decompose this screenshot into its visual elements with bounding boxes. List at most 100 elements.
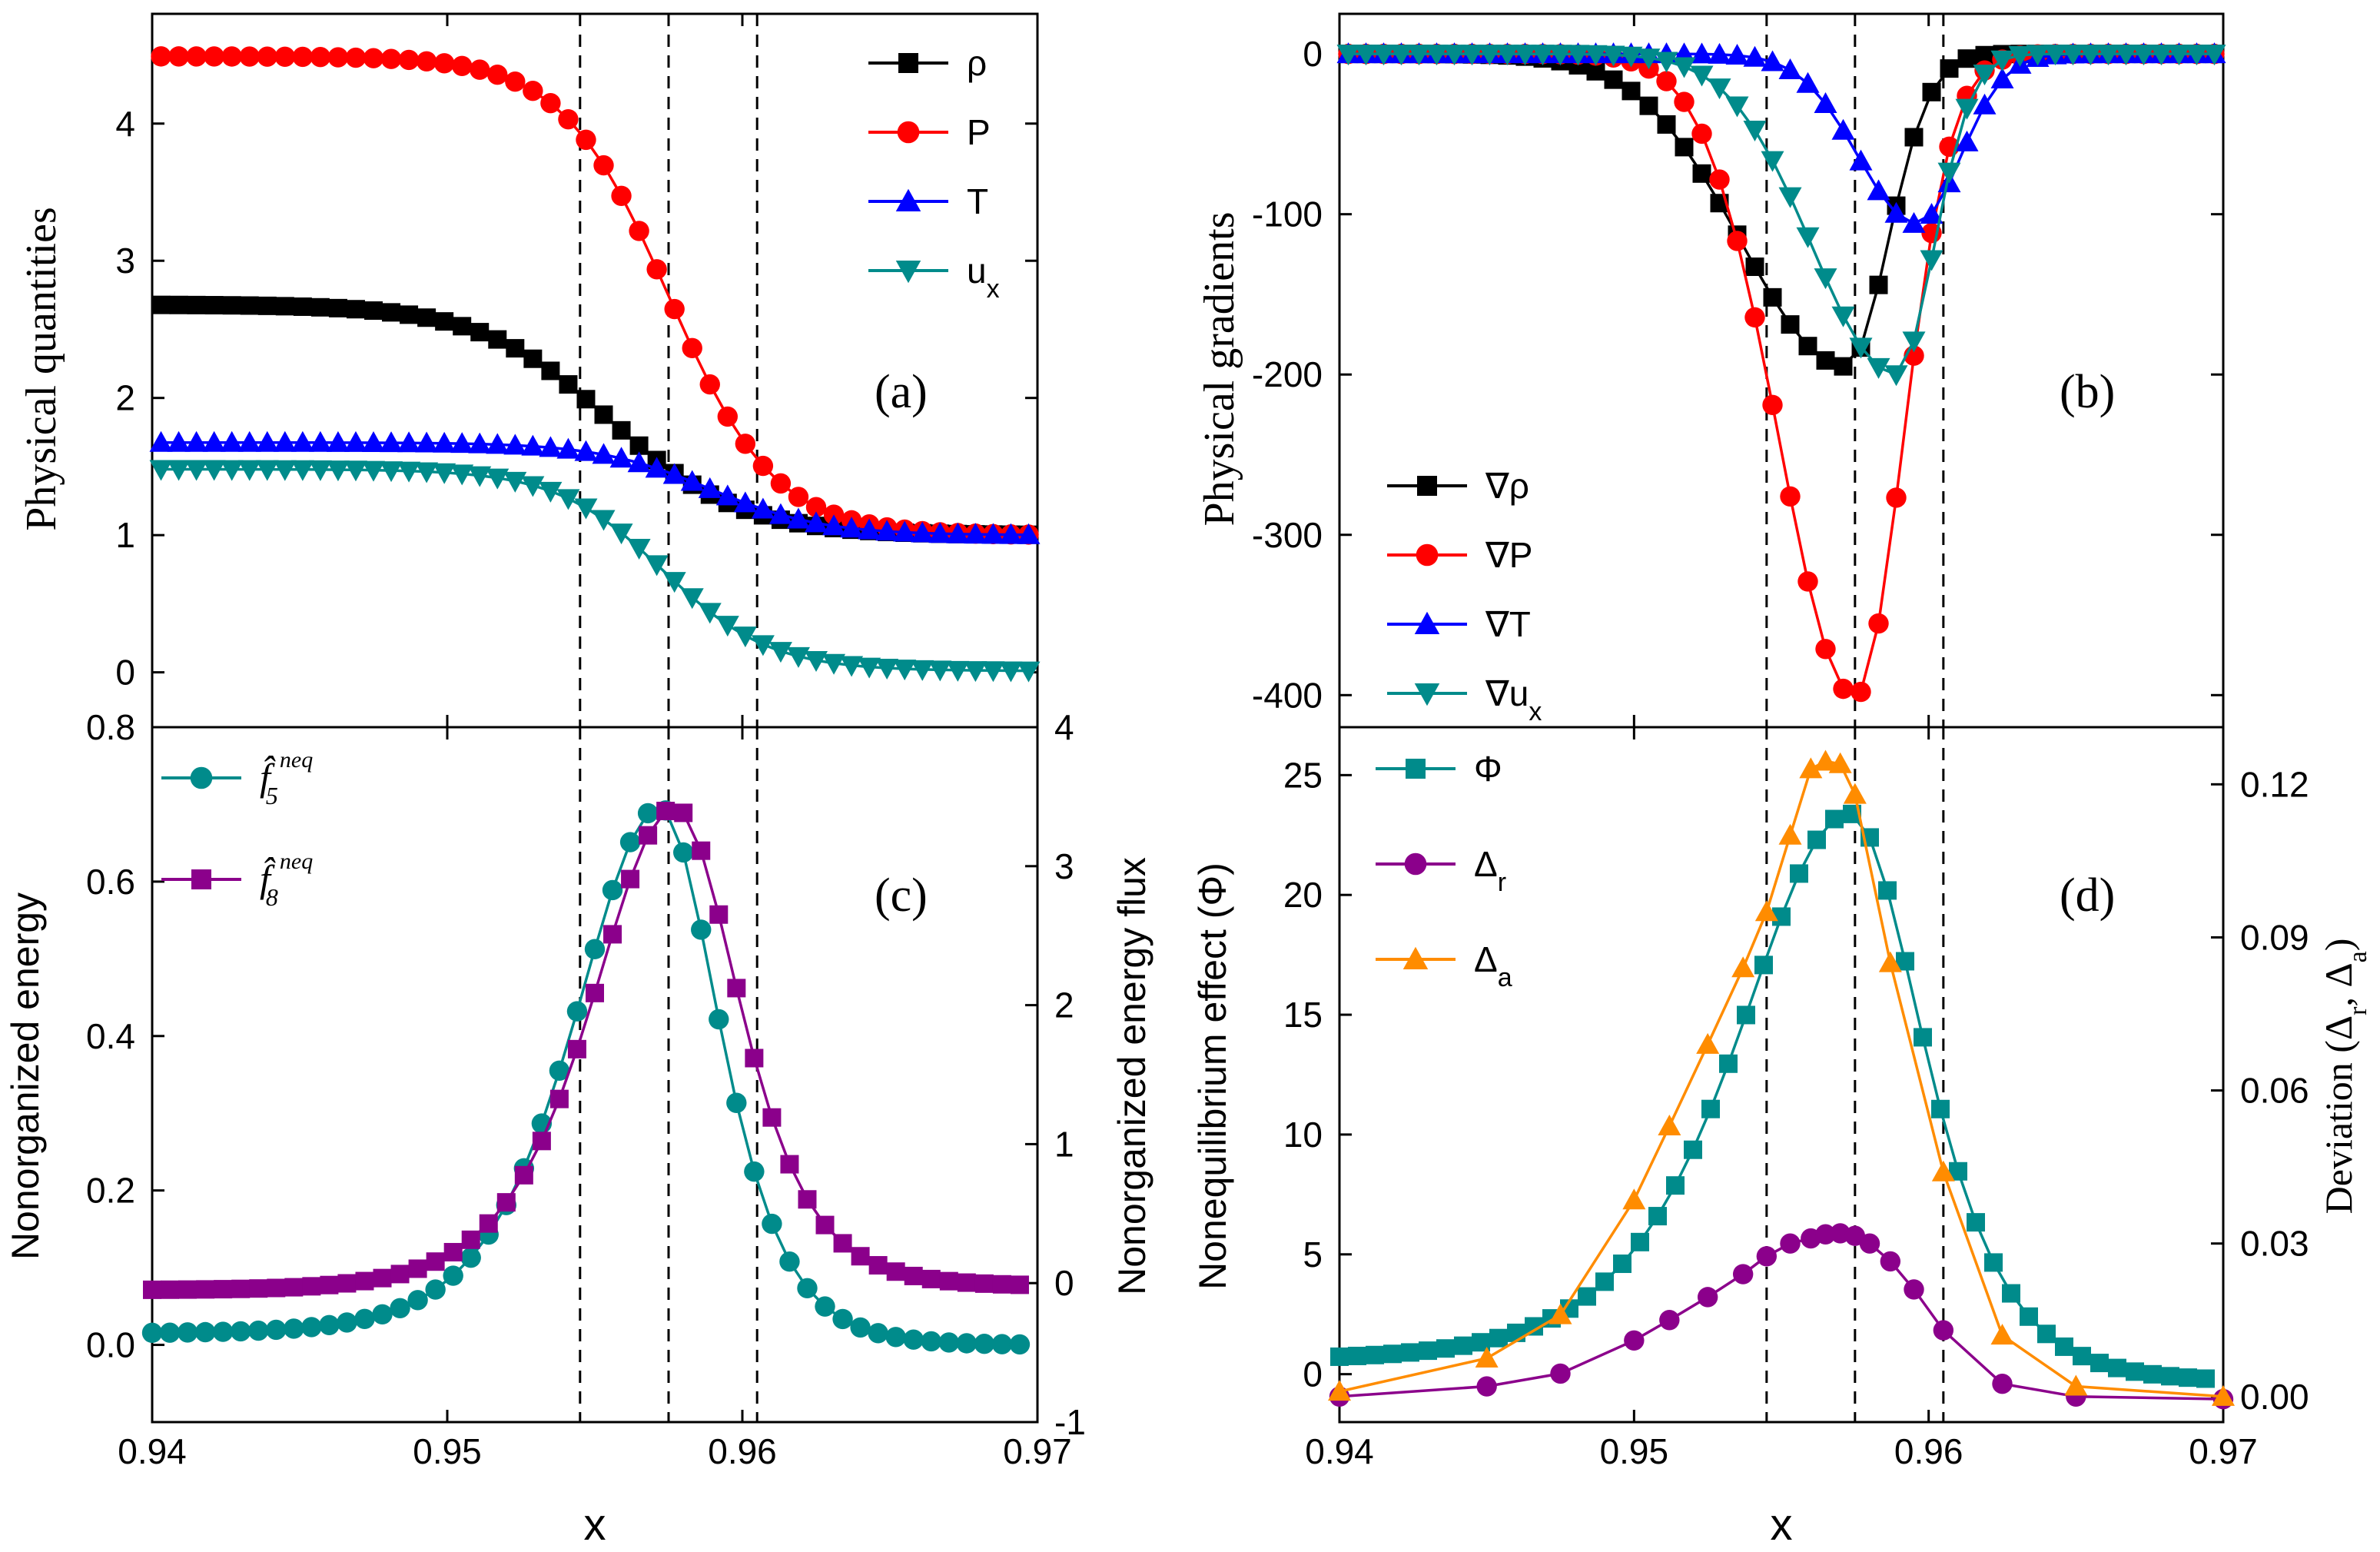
ytick-label: 0.6 [86, 862, 135, 902]
data-point [586, 983, 604, 1002]
data-point [612, 420, 631, 440]
data-point [344, 460, 367, 482]
data-point [1807, 830, 1826, 849]
legend-marker [895, 261, 921, 284]
data-point [1692, 164, 1711, 183]
data-point [1744, 307, 1765, 328]
data-point [1867, 357, 1890, 379]
data-point [2073, 1347, 2091, 1366]
data-point [1878, 881, 1897, 900]
data-point [433, 53, 455, 74]
data-point [460, 1247, 481, 1268]
data-point [373, 1268, 392, 1288]
data-point [151, 46, 171, 67]
data-point [1624, 1330, 1645, 1351]
data-point [609, 447, 633, 468]
data-point [275, 297, 294, 316]
data-point [999, 661, 1023, 683]
data-point [594, 405, 613, 424]
data-point [964, 523, 988, 544]
legend-c: f̂5neq f̂8neq [161, 747, 313, 911]
data-point [815, 1296, 835, 1317]
data-point [1756, 1246, 1778, 1267]
data-point [1814, 268, 1837, 290]
data-point [1725, 96, 1749, 118]
data-point [337, 1274, 357, 1293]
data-point [382, 303, 401, 322]
data-point [903, 1329, 924, 1350]
data-point [886, 1262, 905, 1281]
data-point [603, 925, 622, 944]
data-point [851, 1247, 870, 1266]
data-point [1372, 45, 1396, 66]
data-point [1849, 337, 1873, 359]
data-point [255, 460, 279, 481]
data-point [408, 1259, 427, 1278]
data-point [149, 430, 173, 452]
data-point [2079, 45, 2103, 66]
data-point [1799, 757, 1823, 779]
data-point [435, 312, 454, 331]
data-point [266, 1319, 287, 1341]
panel-c-label: (c) [875, 869, 928, 922]
data-point [168, 46, 189, 67]
data-point [674, 803, 693, 823]
xtick-label: 0.95 [413, 1431, 482, 1471]
data-point [1383, 1344, 1402, 1364]
data-point [308, 460, 332, 481]
data-point [1920, 250, 1944, 271]
data-point [981, 523, 1005, 544]
data-point [1798, 337, 1817, 356]
data-point [1476, 1376, 1497, 1397]
data-point [680, 470, 704, 491]
data-point [1507, 1323, 1525, 1342]
data-point [1955, 130, 1979, 151]
data-point [1955, 98, 1979, 120]
data-point [893, 660, 917, 681]
data-point [691, 919, 712, 940]
series-line [1339, 759, 2224, 1398]
data-point [745, 1049, 764, 1068]
data-point [417, 308, 436, 327]
data-point [662, 463, 686, 484]
data-point [486, 468, 510, 490]
data-point [214, 1280, 233, 1299]
data-point [2132, 45, 2156, 66]
data-point [1475, 1347, 1499, 1368]
data-point [1831, 118, 1855, 140]
data-point [345, 47, 367, 68]
data-point [2108, 1358, 2126, 1378]
ytick-label: 10 [1283, 1115, 1323, 1155]
data-point [362, 430, 385, 452]
data-point [726, 1092, 747, 1113]
legend-b: ∇ρ ∇P ∇T ∇ux [1387, 466, 1542, 726]
data-point [1737, 1005, 1755, 1025]
data-point [1796, 227, 1820, 248]
data-point [2179, 1368, 2197, 1387]
data-point [1401, 1343, 1419, 1362]
data-point [592, 443, 616, 464]
series-d-Φ [1330, 804, 2215, 1388]
data-point [752, 455, 774, 477]
data-point [715, 484, 739, 506]
data-point [699, 374, 720, 395]
data-point [1495, 45, 1519, 66]
data-point [2161, 1367, 2179, 1386]
data-point [326, 430, 350, 452]
data-point [1708, 78, 1731, 100]
data-point [868, 1256, 888, 1275]
data-point [2043, 45, 2067, 66]
data-point [656, 801, 675, 820]
panel-c-plot: 0.0 0.2 0.4 0.6 0.8 -1 0 1 2 3 4 0.94 0.95 0.96 0.97 f̂… [86, 707, 1086, 1471]
data-point [780, 1155, 799, 1174]
data-point [833, 1234, 852, 1253]
panel-d-plot: 0 5 10 15 20 25 0.00 0.03 0.06 0.09 0.12 0.94 0.95 0.… [1283, 727, 2309, 1471]
series-b-x [1336, 45, 2226, 387]
data-point [390, 1265, 410, 1284]
data-point [1878, 951, 1902, 972]
data-point [255, 430, 279, 452]
data-point [397, 431, 421, 453]
data-point [400, 305, 419, 324]
data-point [1017, 523, 1041, 544]
data-point [1595, 1272, 1614, 1291]
